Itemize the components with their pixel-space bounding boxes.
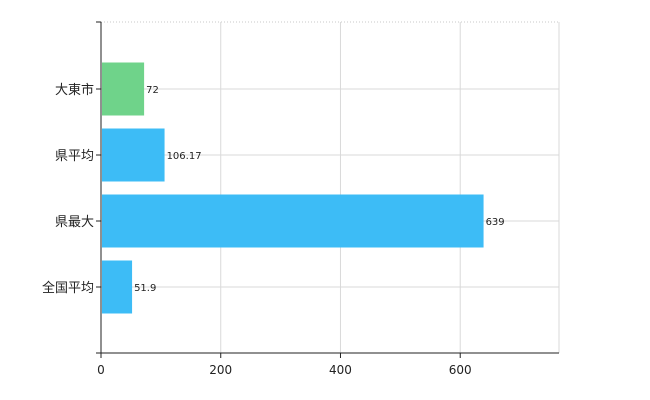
category-label: 全国平均 (42, 280, 94, 296)
x-tick-label: 200 (209, 363, 232, 377)
data-label: 106.17 (167, 151, 202, 162)
category-label: 大東市 (55, 82, 94, 98)
bars (102, 62, 484, 314)
axes (96, 21, 559, 358)
bar-4 (102, 260, 133, 314)
x-tick-label: 600 (449, 363, 472, 377)
data-label: 639 (486, 217, 505, 228)
bar-2 (102, 128, 165, 182)
data-label: 51.9 (134, 283, 156, 294)
data-label: 72 (146, 85, 159, 96)
bar-3 (102, 194, 484, 248)
grid-lines (101, 21, 560, 353)
x-tick-label: 400 (329, 363, 352, 377)
labels: 72 大東市 106.17 県平均 639 県最大 51.9 全国平均 0 200 400 600 (42, 82, 505, 377)
category-label: 県平均 (55, 149, 94, 164)
category-label: 県最大 (55, 215, 94, 230)
x-tick-label: 0 (97, 363, 105, 377)
bar-1 (102, 62, 145, 116)
